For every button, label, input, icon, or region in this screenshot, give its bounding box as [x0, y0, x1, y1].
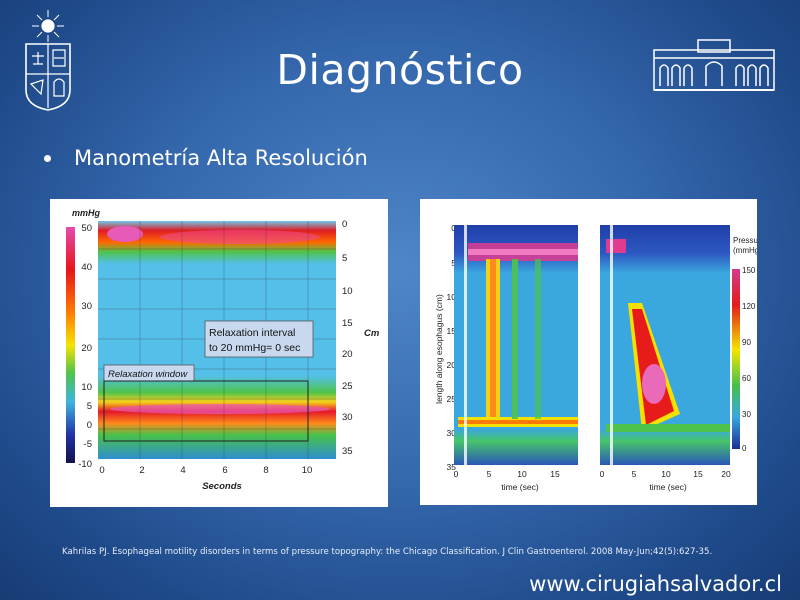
scale-tick: 50	[81, 223, 92, 234]
depth-tick: 30	[342, 412, 353, 423]
annotation-line-1: Relaxation interval	[209, 327, 295, 339]
y-tick: 20	[447, 360, 457, 370]
y-tick: 35	[447, 462, 457, 472]
y-axis-label: length along esophagus (cm)	[434, 294, 444, 404]
manometry-figure-right: length along esophagus (cm) 0 5 10 15 20…	[420, 199, 766, 505]
scale-tick: 20	[81, 343, 92, 354]
manometry-figure-left: mmHg 50 40 30 20 10 5 0 -5 -10 0	[50, 199, 388, 507]
x-tick-a: 10	[517, 469, 527, 479]
citation-text: Kahrilas PJ. Esophageal motility disorde…	[62, 547, 713, 557]
pressure-tick: 120	[742, 302, 756, 311]
scale-title-line-2: (mmHg)	[733, 246, 757, 255]
x-tick-b: 0	[600, 469, 605, 479]
scale-tick: -5	[84, 439, 92, 450]
scale-tick: 5	[87, 401, 92, 412]
university-crest-icon	[25, 10, 71, 111]
x-axis-label-a: time (sec)	[501, 482, 538, 492]
y-tick: 25	[447, 394, 457, 404]
scale-tick: 40	[81, 262, 92, 273]
depth-tick: 10	[342, 286, 353, 297]
relaxation-window-label: Relaxation window	[108, 369, 188, 380]
pressure-tick: 150	[742, 266, 756, 275]
website-url: www.cirugiahsalvador.cl	[529, 572, 782, 596]
relaxation-window-box	[103, 380, 309, 442]
x-tick-a: 5	[487, 469, 492, 479]
y-tick: 15	[447, 326, 457, 336]
depth-tick: 25	[342, 381, 353, 392]
pressure-tick: 0	[742, 444, 747, 453]
pressure-tick: 30	[742, 410, 751, 419]
scale-tick: 30	[81, 301, 92, 312]
x-axis-label-b: time (sec)	[649, 482, 686, 492]
x-tick: 10	[302, 465, 313, 476]
scale-unit: mmHg	[72, 208, 101, 218]
x-tick-b: 5	[632, 469, 637, 479]
x-axis-label: Seconds	[202, 481, 242, 492]
x-tick: 2	[139, 465, 144, 476]
annotation-line-2: to 20 mmHg= 0 sec	[209, 342, 300, 354]
pressure-tick: 60	[742, 374, 751, 383]
depth-tick: 35	[342, 446, 353, 457]
x-tick-b: 20	[721, 469, 731, 479]
y-tick: 0	[451, 223, 456, 233]
x-tick-a: 0	[454, 469, 459, 479]
topography-subplot-a	[454, 225, 578, 465]
pressure-tick: 90	[742, 338, 751, 347]
slide-title: Diagnóstico	[276, 46, 524, 94]
depth-tick: 20	[342, 349, 353, 360]
bullet-item: Manometría Alta Resolución	[44, 146, 368, 170]
topography-subplot-b	[600, 225, 730, 465]
scale-title-line-1: Pressure	[733, 236, 757, 245]
x-tick: 6	[222, 465, 227, 476]
x-tick-b: 10	[661, 469, 671, 479]
bullet-dot	[44, 154, 51, 162]
scale-tick: -10	[78, 459, 92, 470]
depth-tick: 0	[342, 219, 347, 230]
x-tick-a: 15	[550, 469, 560, 479]
depth-unit: Cm	[364, 328, 380, 339]
scale-tick: 0	[87, 420, 92, 431]
x-tick-b: 15	[693, 469, 703, 479]
x-tick: 4	[180, 465, 185, 476]
depth-tick: 15	[342, 318, 353, 329]
y-tick: 10	[447, 292, 457, 302]
relaxation-annotation-box	[204, 320, 314, 358]
bullet-text: Manometría Alta Resolución	[74, 146, 368, 170]
hospital-building-icon	[653, 39, 775, 91]
x-tick: 8	[263, 465, 268, 476]
pressure-color-scale	[732, 269, 740, 449]
y-tick: 5	[451, 258, 456, 268]
color-scale-bar	[66, 227, 75, 463]
x-tick: 0	[99, 465, 104, 476]
y-tick: 30	[447, 428, 457, 438]
scale-tick: 10	[81, 382, 92, 393]
depth-tick: 5	[342, 253, 347, 264]
